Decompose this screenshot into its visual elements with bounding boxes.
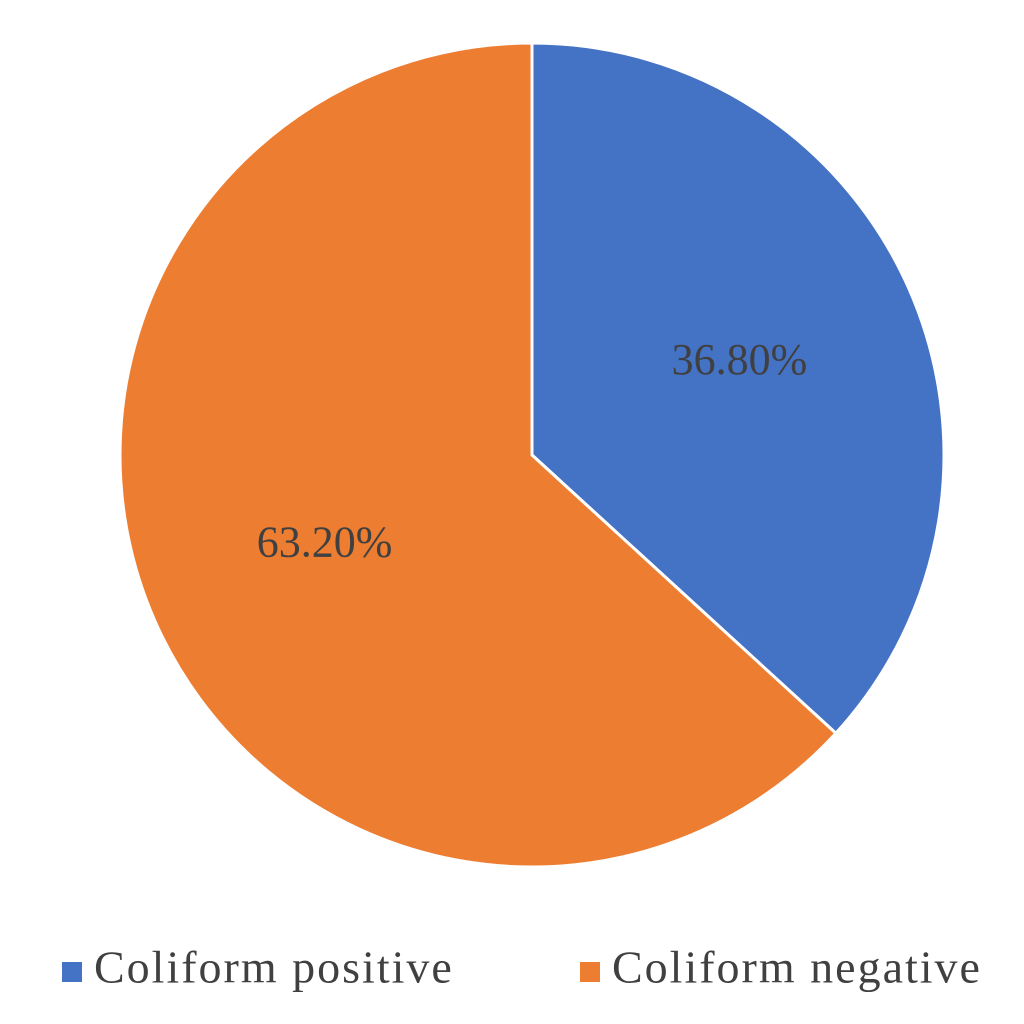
legend-label: Coliform negative [612,942,982,993]
legend-label: Coliform positive [94,942,454,993]
pie-slice [118,41,838,869]
pie-slice [530,41,946,736]
data-label: 36.80% [672,335,808,384]
legend-swatch [580,962,600,982]
legend-swatch [62,962,82,982]
data-label: 63.20% [257,517,393,566]
